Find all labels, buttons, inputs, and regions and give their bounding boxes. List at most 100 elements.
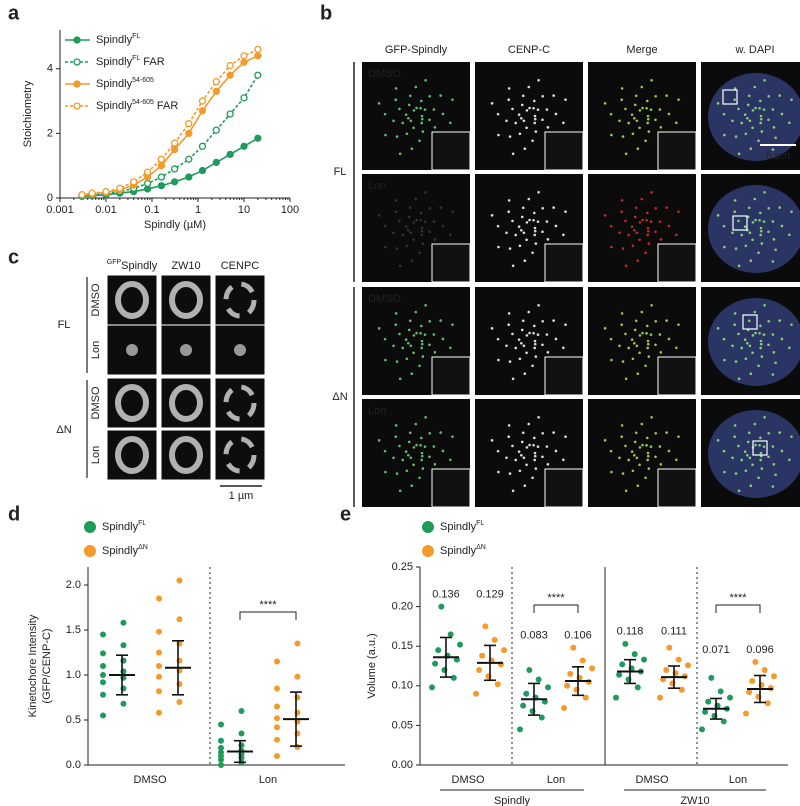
data-point xyxy=(100,691,106,698)
legend-name: Spindly xyxy=(102,545,139,557)
kinetochore xyxy=(654,455,657,459)
kinetochore xyxy=(545,445,549,448)
kinetochore xyxy=(624,219,627,223)
y-axis-label: (GFP/CENP-C) xyxy=(41,628,53,703)
data-point xyxy=(212,87,220,96)
kinetochore xyxy=(620,435,624,439)
kinetochore xyxy=(490,102,494,105)
kinetochore xyxy=(441,449,445,453)
kinetochore xyxy=(759,211,762,215)
kinetochore xyxy=(520,103,524,107)
kinetochore xyxy=(562,233,565,237)
kinetochore xyxy=(733,87,737,90)
data-point xyxy=(88,189,96,197)
kinetochore xyxy=(533,451,537,455)
legend-marker xyxy=(84,521,96,533)
kinetochore xyxy=(507,98,511,102)
kinetochore xyxy=(635,231,639,235)
kinetochore xyxy=(383,449,387,453)
kinetochore xyxy=(564,323,567,326)
kinetochore xyxy=(759,226,763,230)
kinetochore xyxy=(636,259,640,263)
scale-label: 5 µm xyxy=(766,150,791,162)
data-point xyxy=(226,71,234,79)
x-tick-label: 0.01 xyxy=(95,204,116,216)
kinetochore xyxy=(638,351,641,355)
group-label: FL xyxy=(58,319,71,331)
kinetochore xyxy=(746,440,750,444)
kinetochore xyxy=(759,339,763,343)
kinetochore xyxy=(533,346,536,350)
kinetochore xyxy=(649,445,653,448)
kinetochore xyxy=(658,445,662,448)
kinetochore xyxy=(433,238,437,241)
legend-name: Spindly xyxy=(440,521,477,533)
kinetochore xyxy=(734,472,738,475)
kinetochore xyxy=(790,435,793,438)
legend-marker xyxy=(73,58,81,66)
kinetochore xyxy=(772,463,776,466)
legend-marker xyxy=(422,545,434,557)
kinetochore xyxy=(641,218,644,222)
kinetochore xyxy=(759,451,763,455)
column-label: GFP-Spindly xyxy=(385,44,448,56)
kinetochore xyxy=(621,135,625,138)
kinetochore xyxy=(665,319,668,322)
y-tick-label: 0.15 xyxy=(392,640,413,652)
data-point xyxy=(240,94,248,102)
kinetochore xyxy=(644,139,647,143)
kinetochore xyxy=(744,469,748,473)
kinetochore xyxy=(627,458,631,462)
kinetochore xyxy=(627,346,631,350)
kinetochore xyxy=(740,121,744,125)
kinetochore xyxy=(758,331,761,335)
kinetochore xyxy=(677,210,680,213)
kinetochore xyxy=(646,346,649,350)
kinetochore xyxy=(621,360,625,363)
kinetochore xyxy=(383,224,387,228)
kinetochore xyxy=(618,231,621,235)
kinetochore xyxy=(424,78,427,82)
kinetochore xyxy=(633,341,636,345)
data-point xyxy=(582,694,589,701)
y-tick-label: 2.0 xyxy=(66,579,81,591)
kinetochore xyxy=(552,431,555,434)
kinetochore xyxy=(511,444,514,448)
inset xyxy=(431,243,471,283)
data-point xyxy=(274,703,280,710)
kinetochore xyxy=(415,443,418,447)
kinetochore xyxy=(490,439,494,442)
data-point xyxy=(130,178,138,186)
data-point xyxy=(176,577,183,584)
kinetochore xyxy=(722,224,726,228)
kinetochore xyxy=(432,333,436,336)
kinetochore xyxy=(754,443,757,447)
ring xyxy=(169,436,203,474)
kinetochore xyxy=(546,463,550,466)
legend-suffix: FAR xyxy=(154,100,179,112)
data-point xyxy=(240,58,248,66)
data-point xyxy=(535,676,542,683)
kinetochore xyxy=(780,224,784,228)
kinetochore xyxy=(517,450,521,453)
kinetochore xyxy=(716,102,720,105)
kinetochore xyxy=(419,106,422,110)
kinetochore xyxy=(537,415,540,419)
inset-box xyxy=(732,215,748,231)
kinetochore xyxy=(748,456,752,460)
kinetochore xyxy=(541,95,545,98)
kinetochore xyxy=(723,470,726,474)
kinetochore xyxy=(408,319,412,323)
data-point xyxy=(482,623,489,630)
kinetochore xyxy=(384,470,387,474)
kinetochore xyxy=(433,351,437,354)
data-point xyxy=(717,688,724,695)
kinetochore xyxy=(646,454,650,458)
kinetochore xyxy=(424,303,427,307)
kinetochore xyxy=(650,303,653,307)
kinetochore xyxy=(603,102,607,105)
data-point xyxy=(447,631,454,638)
kinetochore xyxy=(722,337,726,341)
kinetochore xyxy=(451,98,454,101)
kinetochore xyxy=(395,247,399,250)
